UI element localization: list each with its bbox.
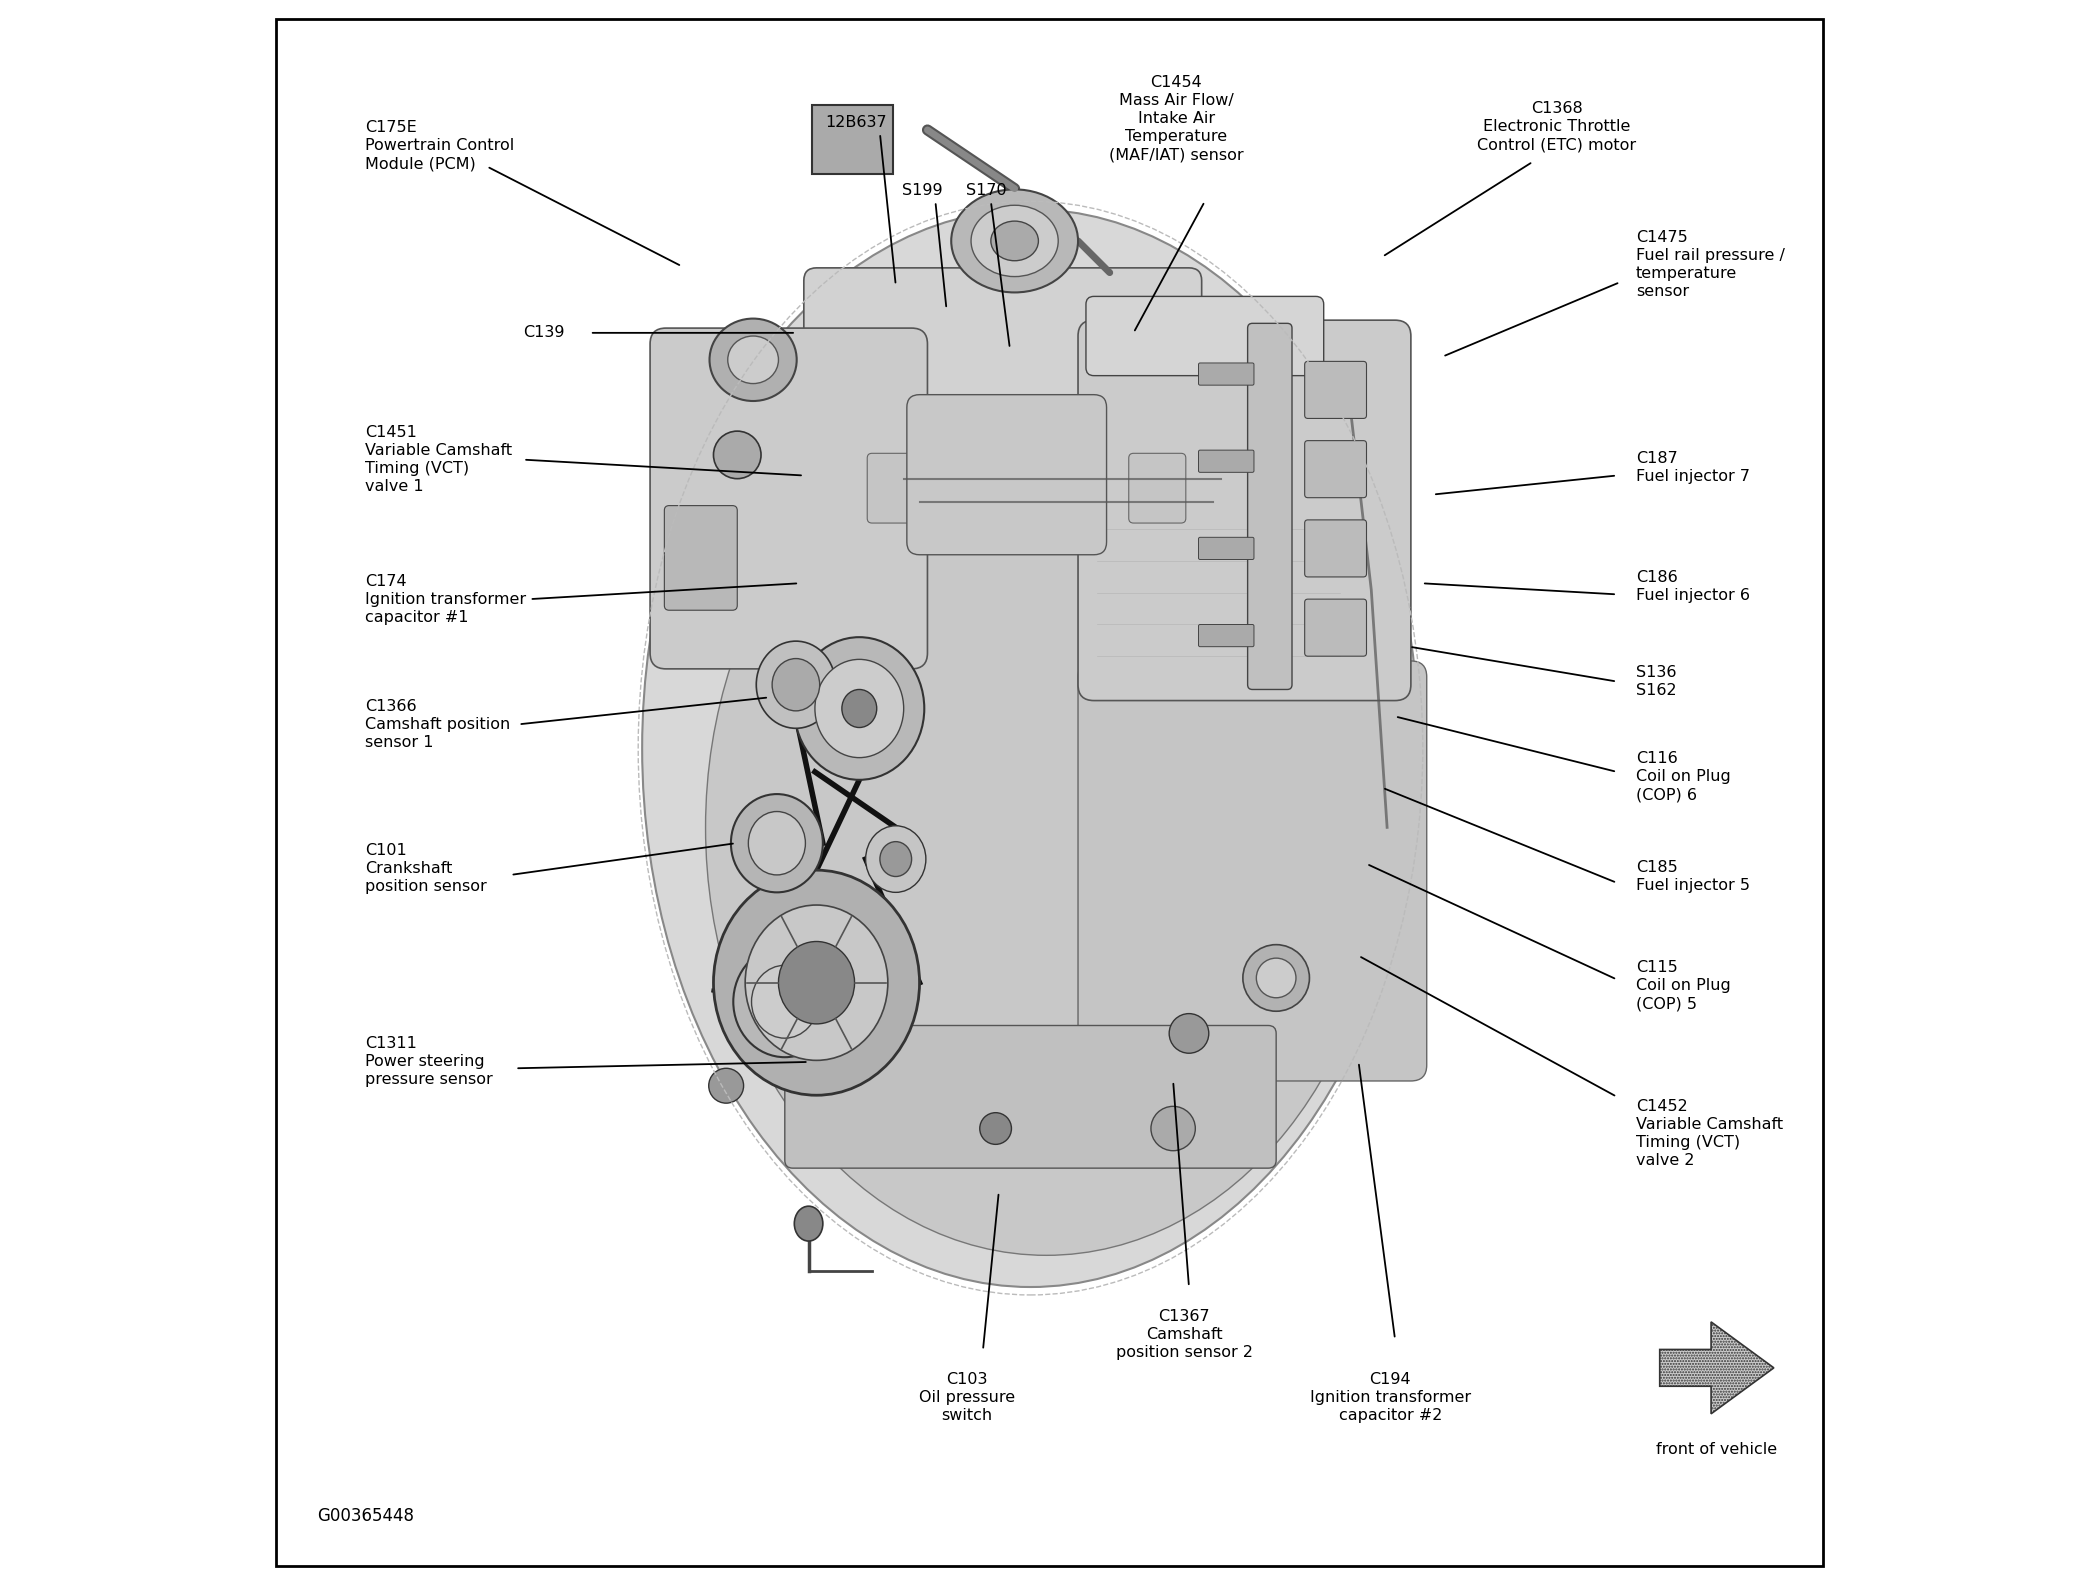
Polygon shape: [1660, 1322, 1774, 1414]
Text: S136
S162: S136 S162: [1635, 666, 1677, 697]
Text: C1452
Variable Camshaft
Timing (VCT)
valve 2: C1452 Variable Camshaft Timing (VCT) val…: [1635, 1098, 1782, 1168]
Ellipse shape: [728, 336, 779, 384]
FancyBboxPatch shape: [1079, 661, 1427, 1081]
FancyBboxPatch shape: [1306, 361, 1366, 418]
Text: C101
Crankshaft
position sensor: C101 Crankshaft position sensor: [365, 843, 487, 894]
Ellipse shape: [745, 905, 888, 1060]
Ellipse shape: [730, 794, 823, 892]
Text: C185
Fuel injector 5: C185 Fuel injector 5: [1635, 861, 1751, 892]
FancyBboxPatch shape: [804, 268, 1201, 483]
Text: C1311
Power steering
pressure sensor: C1311 Power steering pressure sensor: [365, 1037, 493, 1087]
Text: C1367
Camshaft
position sensor 2: C1367 Camshaft position sensor 2: [1117, 1309, 1253, 1360]
Ellipse shape: [772, 658, 821, 710]
Text: C186
Fuel injector 6: C186 Fuel injector 6: [1635, 571, 1751, 602]
Ellipse shape: [714, 870, 919, 1095]
Ellipse shape: [1243, 945, 1310, 1011]
Text: G00365448: G00365448: [317, 1507, 414, 1525]
FancyBboxPatch shape: [1306, 441, 1366, 498]
Ellipse shape: [733, 946, 835, 1057]
Text: front of vehicle: front of vehicle: [1656, 1442, 1778, 1457]
Ellipse shape: [793, 637, 924, 780]
Ellipse shape: [1257, 957, 1295, 999]
FancyBboxPatch shape: [867, 453, 924, 523]
Ellipse shape: [842, 689, 877, 728]
Ellipse shape: [793, 1206, 823, 1241]
Ellipse shape: [1150, 1106, 1194, 1151]
FancyBboxPatch shape: [955, 453, 1012, 523]
Ellipse shape: [705, 399, 1387, 1255]
FancyBboxPatch shape: [785, 1025, 1276, 1168]
Text: C194
Ignition transformer
capacitor #2: C194 Ignition transformer capacitor #2: [1310, 1373, 1471, 1423]
FancyBboxPatch shape: [665, 506, 737, 610]
Ellipse shape: [749, 812, 806, 875]
Ellipse shape: [980, 1113, 1012, 1144]
Ellipse shape: [991, 220, 1039, 260]
FancyBboxPatch shape: [1129, 453, 1186, 523]
Ellipse shape: [879, 842, 911, 877]
Text: C187
Fuel injector 7: C187 Fuel injector 7: [1635, 452, 1751, 483]
FancyBboxPatch shape: [1079, 320, 1411, 701]
FancyBboxPatch shape: [1085, 296, 1324, 376]
FancyBboxPatch shape: [1199, 624, 1253, 647]
Ellipse shape: [779, 941, 854, 1024]
FancyBboxPatch shape: [1306, 520, 1366, 577]
Text: C1366
Camshaft position
sensor 1: C1366 Camshaft position sensor 1: [365, 699, 510, 750]
Text: 12B637: 12B637: [825, 114, 888, 130]
FancyBboxPatch shape: [1247, 323, 1293, 689]
Ellipse shape: [951, 189, 1079, 292]
Ellipse shape: [709, 319, 798, 401]
FancyBboxPatch shape: [1306, 599, 1366, 656]
Ellipse shape: [1169, 1014, 1209, 1054]
Text: C103
Oil pressure
switch: C103 Oil pressure switch: [919, 1373, 1016, 1423]
FancyBboxPatch shape: [1199, 363, 1253, 385]
Ellipse shape: [756, 640, 835, 728]
Ellipse shape: [642, 209, 1419, 1287]
Text: C115
Coil on Plug
(COP) 5: C115 Coil on Plug (COP) 5: [1635, 961, 1732, 1011]
Text: S199: S199: [903, 182, 942, 198]
FancyBboxPatch shape: [1199, 450, 1253, 472]
Ellipse shape: [865, 826, 926, 892]
Text: C174
Ignition transformer
capacitor #1: C174 Ignition transformer capacitor #1: [365, 574, 527, 624]
Ellipse shape: [709, 1068, 743, 1103]
Text: C1454
Mass Air Flow/
Intake Air
Temperature
(MAF/IAT) sensor: C1454 Mass Air Flow/ Intake Air Temperat…: [1108, 76, 1243, 162]
Text: C1475
Fuel rail pressure /
temperature
sensor: C1475 Fuel rail pressure / temperature s…: [1635, 230, 1784, 300]
FancyBboxPatch shape: [1041, 453, 1098, 523]
Text: C116
Coil on Plug
(COP) 6: C116 Coil on Plug (COP) 6: [1635, 751, 1732, 802]
Ellipse shape: [972, 204, 1058, 276]
FancyBboxPatch shape: [812, 105, 892, 174]
Text: S170: S170: [966, 182, 1005, 198]
FancyBboxPatch shape: [651, 328, 928, 669]
FancyBboxPatch shape: [1199, 537, 1253, 560]
Ellipse shape: [714, 431, 762, 479]
Ellipse shape: [751, 965, 819, 1038]
Text: C175E
Powertrain Control
Module (PCM): C175E Powertrain Control Module (PCM): [365, 120, 514, 171]
Text: C1368
Electronic Throttle
Control (ETC) motor: C1368 Electronic Throttle Control (ETC) …: [1478, 101, 1637, 152]
FancyBboxPatch shape: [907, 395, 1106, 555]
Text: C139: C139: [523, 325, 565, 341]
Ellipse shape: [814, 659, 905, 758]
Text: C1451
Variable Camshaft
Timing (VCT)
valve 1: C1451 Variable Camshaft Timing (VCT) val…: [365, 425, 512, 495]
